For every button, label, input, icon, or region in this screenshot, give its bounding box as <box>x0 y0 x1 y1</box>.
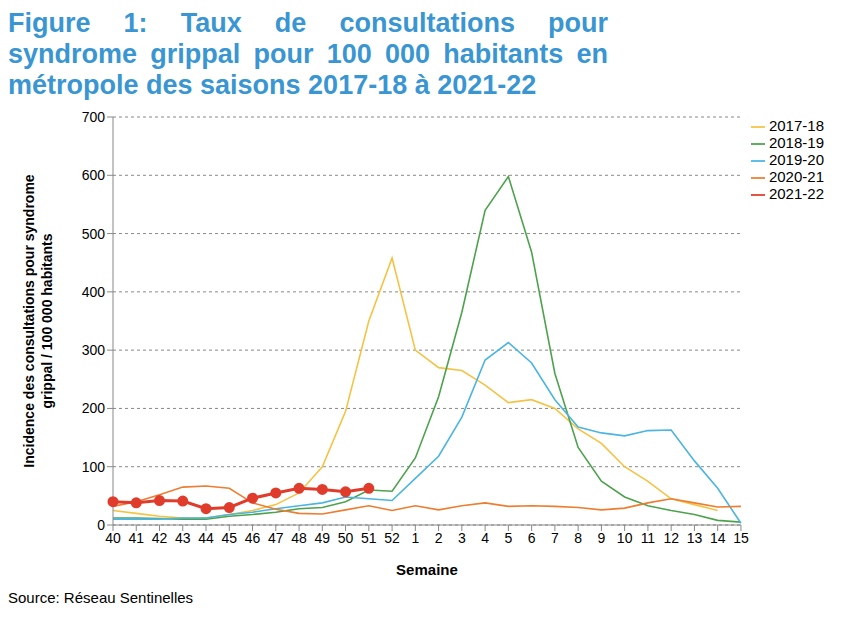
html-text:Source: Réseau Sentinelles: Source: Réseau Sentinelles <box>8 589 194 606</box>
svg-text:700: 700 <box>82 109 106 125</box>
svg-text:300: 300 <box>82 342 106 358</box>
svg-text:13: 13 <box>687 530 703 546</box>
svg-text:41: 41 <box>128 530 144 546</box>
svg-text:600: 600 <box>82 167 106 183</box>
svg-text:200: 200 <box>82 400 106 416</box>
svg-text:40: 40 <box>105 530 121 546</box>
svg-text:4: 4 <box>481 530 489 546</box>
svg-text:6: 6 <box>528 530 536 546</box>
svg-text:3: 3 <box>458 530 466 546</box>
svg-text:44: 44 <box>198 530 214 546</box>
svg-text:48: 48 <box>291 530 307 546</box>
svg-text:5: 5 <box>504 530 512 546</box>
svg-text:15: 15 <box>733 530 749 546</box>
svg-text:400: 400 <box>82 284 106 300</box>
svg-text:0: 0 <box>97 517 105 533</box>
svg-text:42: 42 <box>152 530 168 546</box>
svg-text:14: 14 <box>710 530 726 546</box>
svg-text:45: 45 <box>221 530 237 546</box>
svg-text:1: 1 <box>411 530 419 546</box>
html-text:2017-18: 2017-18 <box>768 117 824 134</box>
html-text:2021-22: 2021-22 <box>768 185 824 203</box>
svg-text:10: 10 <box>617 530 633 546</box>
svg-text:8: 8 <box>574 530 582 546</box>
svg-text:100: 100 <box>82 459 106 475</box>
svg-text:500: 500 <box>82 226 106 242</box>
svg-text:Incidence des consultations po: Incidence des consultations pour syndrom… <box>21 174 55 467</box>
html-text:2020-21: 2020-21 <box>768 168 824 186</box>
svg-text:Semaine: Semaine <box>396 561 458 578</box>
svg-text:50: 50 <box>338 530 354 546</box>
svg-text:46: 46 <box>245 530 261 546</box>
svg-text:9: 9 <box>597 530 605 546</box>
svg-text:43: 43 <box>175 530 191 546</box>
svg-text:7: 7 <box>551 530 559 546</box>
html-text:2018-19: 2018-19 <box>768 134 824 151</box>
svg-text:47: 47 <box>268 530 284 546</box>
svg-text:2: 2 <box>435 530 443 546</box>
html-text:Figure 1: Taux de consultation: Figure 1: Taux de consultations pour syn… <box>8 8 608 100</box>
svg-text:52: 52 <box>384 530 400 546</box>
html-text:2019-20: 2019-20 <box>768 151 824 169</box>
svg-text:49: 49 <box>315 530 331 546</box>
svg-text:12: 12 <box>663 530 679 546</box>
svg-text:51: 51 <box>361 530 377 546</box>
svg-text:11: 11 <box>641 530 656 546</box>
